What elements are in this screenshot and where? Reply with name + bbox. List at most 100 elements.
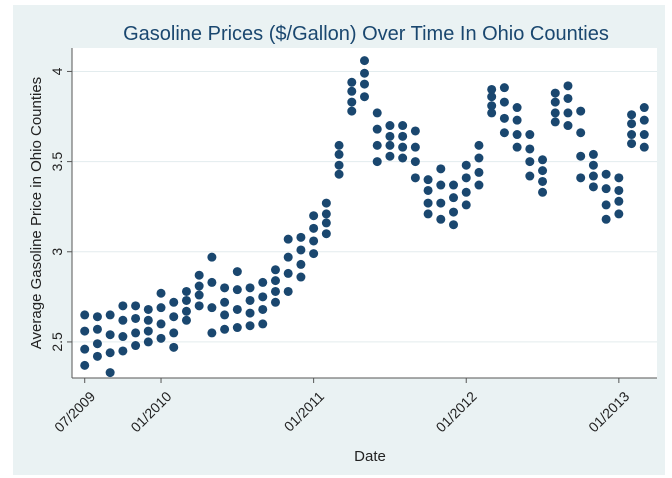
- point: [538, 187, 548, 197]
- point: [474, 180, 484, 190]
- point: [309, 211, 319, 221]
- point: [296, 272, 306, 282]
- point: [423, 175, 433, 185]
- point: [207, 277, 217, 287]
- point: [588, 182, 598, 192]
- point: [474, 140, 484, 150]
- point: [207, 328, 217, 338]
- point: [360, 79, 369, 89]
- point: [181, 286, 191, 296]
- point: [232, 323, 242, 333]
- point: [487, 101, 497, 111]
- point: [283, 286, 293, 296]
- point: [512, 103, 522, 113]
- y-tick-label: 4: [49, 67, 65, 75]
- point: [245, 321, 255, 331]
- point: [245, 295, 255, 305]
- point: [639, 103, 649, 113]
- point: [398, 121, 408, 131]
- x-axis-label: Date: [354, 448, 386, 465]
- point: [347, 77, 357, 87]
- point: [614, 209, 624, 219]
- point: [436, 214, 446, 224]
- point: [131, 328, 141, 338]
- point: [169, 312, 179, 322]
- point: [360, 92, 369, 102]
- point: [627, 130, 637, 140]
- point: [296, 232, 306, 242]
- point: [385, 121, 395, 131]
- point: [627, 110, 637, 120]
- chart-title: Gasoline Prices ($/Gallon) Over Time In …: [123, 23, 609, 45]
- point: [499, 128, 509, 138]
- point: [232, 285, 242, 295]
- point: [627, 119, 637, 129]
- point: [80, 310, 90, 320]
- point: [487, 92, 497, 102]
- point: [550, 88, 560, 98]
- point: [321, 218, 331, 228]
- point: [118, 301, 128, 311]
- point: [525, 157, 535, 167]
- point: [118, 332, 128, 342]
- point: [385, 140, 395, 150]
- point: [194, 281, 204, 291]
- point: [270, 276, 280, 286]
- point: [499, 83, 509, 93]
- point: [639, 130, 649, 140]
- point: [550, 97, 560, 107]
- point: [588, 160, 598, 170]
- point: [270, 265, 280, 275]
- point: [245, 283, 255, 293]
- point: [347, 86, 357, 96]
- point: [360, 56, 369, 66]
- point: [385, 131, 395, 141]
- point: [563, 93, 573, 103]
- point: [423, 185, 433, 195]
- point: [321, 198, 331, 208]
- point: [525, 130, 535, 140]
- point: [461, 187, 471, 197]
- point: [156, 319, 166, 329]
- point: [372, 157, 382, 167]
- point: [321, 209, 331, 219]
- point: [194, 270, 204, 280]
- point: [321, 229, 331, 239]
- y-axis-label: Average Gasoline Price in Ohio Counties: [28, 77, 45, 349]
- point: [143, 315, 153, 325]
- point: [207, 303, 217, 313]
- point: [601, 184, 611, 194]
- point: [576, 128, 586, 138]
- point: [398, 142, 408, 152]
- point: [245, 308, 255, 318]
- point: [258, 304, 268, 314]
- point: [80, 326, 90, 336]
- y-tick-label: 3.5: [49, 152, 65, 172]
- point: [105, 348, 115, 358]
- point: [181, 306, 191, 316]
- point: [563, 108, 573, 118]
- point: [258, 292, 268, 302]
- point: [156, 333, 166, 343]
- point: [398, 153, 408, 163]
- point: [588, 149, 598, 159]
- point: [372, 108, 382, 118]
- point: [156, 303, 166, 313]
- point: [614, 185, 624, 195]
- y-tick-label: 2.5: [49, 332, 65, 352]
- point: [410, 126, 420, 136]
- point: [436, 198, 446, 208]
- point: [538, 176, 548, 186]
- point: [143, 326, 153, 336]
- point: [601, 214, 611, 224]
- point: [360, 68, 369, 78]
- point: [461, 200, 471, 210]
- point: [194, 290, 204, 300]
- point: [499, 113, 509, 123]
- point: [131, 341, 141, 351]
- point: [550, 108, 560, 118]
- point: [334, 169, 344, 179]
- point: [449, 207, 459, 217]
- point: [105, 310, 115, 320]
- point: [347, 106, 357, 116]
